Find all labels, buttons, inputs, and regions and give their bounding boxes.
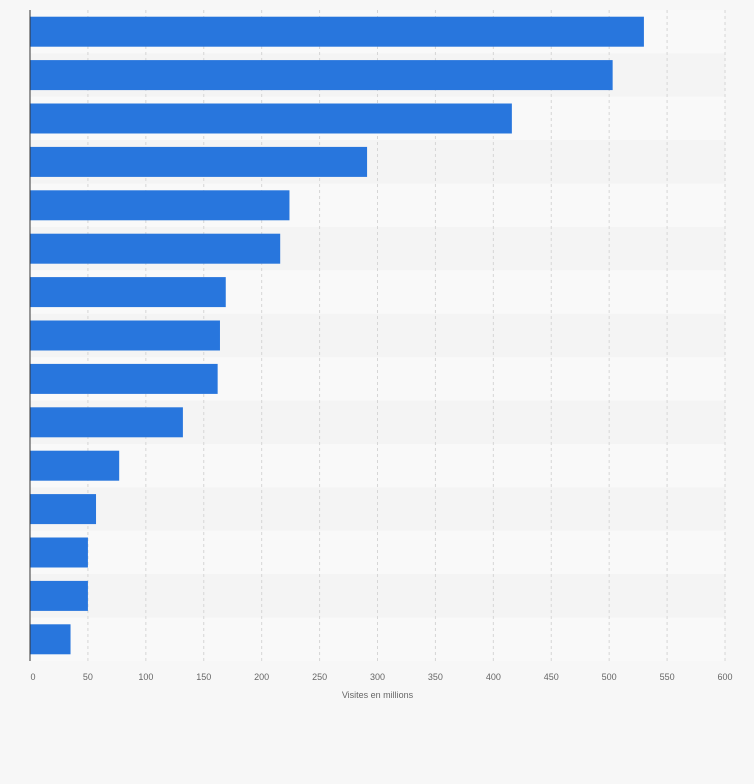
x-tick-label: 100 bbox=[138, 672, 153, 682]
bar[interactable] bbox=[30, 146, 368, 177]
x-tick-label: 300 bbox=[370, 672, 385, 682]
x-tick-label: 400 bbox=[486, 672, 501, 682]
bar[interactable] bbox=[30, 363, 218, 394]
bar[interactable] bbox=[30, 624, 71, 655]
bar[interactable] bbox=[30, 407, 183, 438]
x-tick-label: 600 bbox=[717, 672, 732, 682]
x-tick-label: 50 bbox=[83, 672, 93, 682]
x-tick-label: 200 bbox=[254, 672, 269, 682]
bar[interactable] bbox=[30, 103, 512, 134]
bar[interactable] bbox=[30, 580, 88, 611]
bar[interactable] bbox=[30, 277, 226, 308]
bar[interactable] bbox=[30, 190, 290, 221]
x-tick-label: 550 bbox=[660, 672, 675, 682]
bar[interactable] bbox=[30, 16, 644, 47]
bars bbox=[30, 16, 644, 655]
x-tick-label: 500 bbox=[602, 672, 617, 682]
bar[interactable] bbox=[30, 494, 97, 525]
x-tick-labels: 0 50 100 150 200 250 300 350 400 450 500 550 600 bbox=[30, 672, 732, 682]
x-tick-label: 0 bbox=[30, 672, 35, 682]
x-axis-label: Visites en millions bbox=[342, 690, 414, 700]
bar[interactable] bbox=[30, 537, 88, 568]
x-tick-label: 450 bbox=[544, 672, 559, 682]
x-tick-label: 350 bbox=[428, 672, 443, 682]
bar[interactable] bbox=[30, 320, 220, 351]
x-tick-label: 150 bbox=[196, 672, 211, 682]
x-tick-label: 250 bbox=[312, 672, 327, 682]
bar[interactable] bbox=[30, 233, 281, 264]
bar[interactable] bbox=[30, 60, 613, 91]
bar[interactable] bbox=[30, 450, 120, 481]
